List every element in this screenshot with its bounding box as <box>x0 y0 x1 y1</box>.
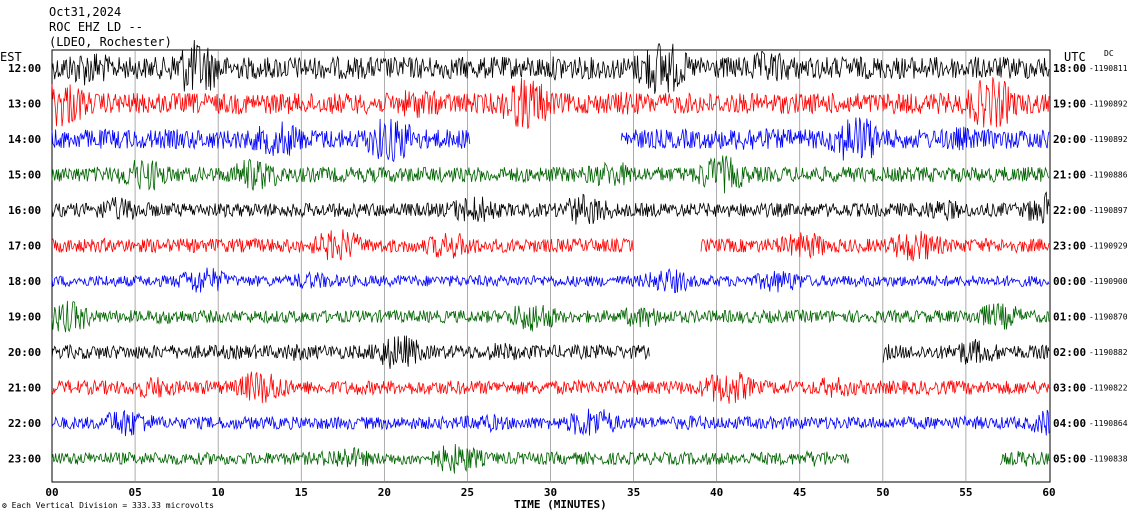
utc-label-3: 21:00 <box>1053 169 1086 182</box>
trace-19:00 <box>51 300 1050 333</box>
est-label-11: 23:00 <box>8 453 41 466</box>
est-hour-labels: 12:00 13:00 14:00 15:00 16:00 17:00 18:00 19:00… <box>8 62 41 466</box>
x-tick-15: 15 <box>295 486 308 499</box>
trace-18:00 <box>51 267 1050 294</box>
x-tick-25: 25 <box>461 486 474 499</box>
est-label-9: 21:00 <box>8 382 41 395</box>
utc-label-8: 02:00 <box>1053 346 1086 359</box>
x-tick-20: 20 <box>378 486 391 499</box>
right-timezone-label: UTC <box>1064 50 1086 64</box>
x-tick-40: 40 <box>710 486 723 499</box>
x-tick-55: 55 <box>959 486 972 499</box>
utc-label-11: 05:00 <box>1053 453 1086 466</box>
dc-value-8: -1190882 <box>1089 348 1128 357</box>
scale-note-text: Each Vertical Division = 333.33 microvol… <box>12 501 214 510</box>
header-date: Oct31,2024 <box>49 5 121 19</box>
est-label-2: 14:00 <box>8 133 41 146</box>
dc-value-1: -1190892 <box>1089 100 1128 109</box>
left-timezone-label: EST <box>0 50 22 64</box>
scale-note-icon: ⚙ <box>2 501 12 510</box>
trace-group <box>51 39 1050 474</box>
dc-value-2: -1190892 <box>1089 135 1128 144</box>
plot-frame <box>51 49 1051 483</box>
dc-value-3: -1190886 <box>1089 171 1128 180</box>
utc-label-4: 22:00 <box>1053 204 1086 217</box>
est-label-7: 19:00 <box>8 311 41 324</box>
x-tick-45: 45 <box>793 486 806 499</box>
x-tick-30: 30 <box>544 486 557 499</box>
dc-value-0: -1190811 <box>1089 64 1128 73</box>
utc-label-7: 01:00 <box>1053 311 1086 324</box>
utc-label-2: 20:00 <box>1053 133 1086 146</box>
est-label-5: 17:00 <box>8 240 41 253</box>
est-label-1: 13:00 <box>8 98 41 111</box>
grid-lines <box>134 50 967 482</box>
utc-label-1: 19:00 <box>1053 98 1086 111</box>
trace-15:00 <box>51 155 1050 194</box>
x-tick-labels: 00 05 10 15 20 25 30 35 40 45 50 55 60 <box>45 486 1055 499</box>
est-label-4: 16:00 <box>8 204 41 217</box>
x-tick-50: 50 <box>876 486 889 499</box>
dc-value-11: -1190838 <box>1089 455 1128 464</box>
dc-label: DC <box>1104 49 1114 58</box>
trace-23:00 <box>51 443 1050 474</box>
x-tick-60: 60 <box>1042 486 1055 499</box>
header-network: (LDEO, Rochester) <box>49 35 172 49</box>
trace-20:00 <box>51 335 1050 369</box>
utc-label-6: 00:00 <box>1053 275 1086 288</box>
est-label-0: 12:00 <box>8 62 41 75</box>
trace-12:00 <box>51 39 1050 94</box>
est-label-3: 15:00 <box>8 169 41 182</box>
est-label-6: 18:00 <box>8 275 41 288</box>
x-tick-00: 00 <box>45 486 58 499</box>
dc-value-7: -1190870 <box>1089 313 1128 322</box>
utc-label-10: 04:00 <box>1053 417 1086 430</box>
trace-16:00 <box>51 191 1050 225</box>
scale-note: ⚙ Each Vertical Division = 333.33 microv… <box>2 501 214 510</box>
trace-14:00 <box>51 117 1050 163</box>
x-axis-label: TIME (MINUTES) <box>514 498 607 511</box>
est-label-8: 20:00 <box>8 346 41 359</box>
trace-22:00 <box>51 408 1050 437</box>
x-tick-05: 05 <box>128 486 141 499</box>
dc-value-9: -1190822 <box>1089 384 1128 393</box>
x-tick-35: 35 <box>627 486 640 499</box>
trace-13:00 <box>51 77 1050 129</box>
dc-value-5: -1190929 <box>1089 242 1128 251</box>
utc-label-9: 03:00 <box>1053 382 1086 395</box>
dc-value-4: -1190897 <box>1089 206 1128 215</box>
x-tick-10: 10 <box>212 486 225 499</box>
header-station: ROC EHZ LD -- <box>49 20 143 34</box>
trace-17:00 <box>51 229 1050 262</box>
utc-label-5: 23:00 <box>1053 240 1086 253</box>
dc-value-10: -1190864 <box>1089 419 1128 428</box>
est-label-10: 22:00 <box>8 417 41 430</box>
utc-label-0: 18:00 <box>1053 62 1086 75</box>
trace-21:00 <box>51 371 1050 404</box>
dc-value-6: -1190900 <box>1089 277 1128 286</box>
